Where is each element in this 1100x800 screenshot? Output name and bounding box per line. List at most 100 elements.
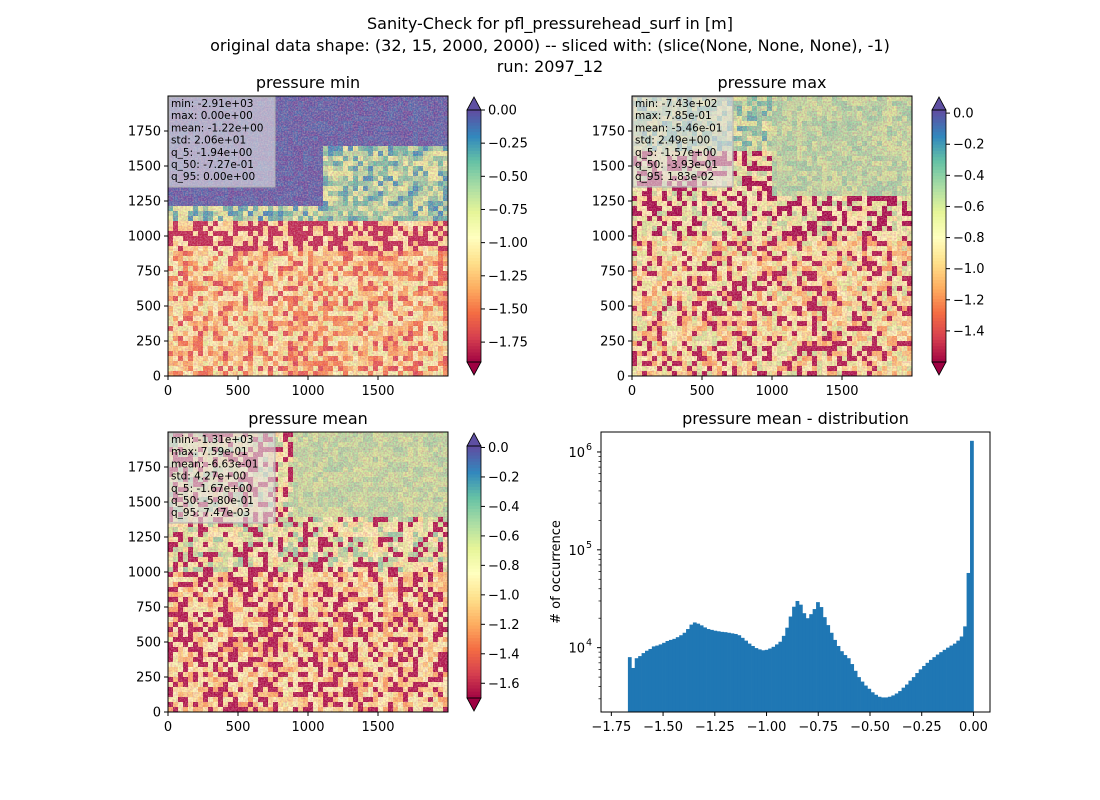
panel-title: pressure max bbox=[717, 73, 826, 92]
colorbar-segment bbox=[467, 204, 481, 209]
colorbar-segment bbox=[467, 138, 481, 142]
y-tick-label: 0 bbox=[153, 370, 161, 385]
colorbar-segment bbox=[467, 135, 481, 139]
colorbar-segment bbox=[467, 239, 481, 243]
colorbar-segment bbox=[467, 179, 481, 183]
colorbar-segment bbox=[467, 232, 481, 237]
colorbar-segment bbox=[467, 327, 481, 331]
colorbar-segment bbox=[467, 169, 481, 174]
colorbar-segment bbox=[467, 336, 481, 341]
colorbar-segment bbox=[467, 346, 481, 350]
colorbar-tick-label: −0.50 bbox=[488, 170, 528, 185]
x-tick-label: 500 bbox=[226, 384, 251, 399]
colorbar-segment bbox=[467, 207, 481, 212]
colorbar-segment bbox=[467, 113, 481, 117]
colorbar-segment bbox=[467, 264, 481, 268]
colorbar-segment bbox=[467, 276, 481, 281]
colorbar-segment bbox=[467, 182, 481, 187]
colorbar-segment bbox=[467, 305, 481, 309]
colorbar-segment bbox=[467, 333, 481, 338]
colorbar-tick-label: −1.50 bbox=[488, 302, 528, 317]
x-tick-label: 0 bbox=[164, 384, 172, 399]
stats-line: q_50: -7.27e-01 bbox=[171, 159, 254, 171]
colorbar-tick-label: −0.75 bbox=[488, 203, 528, 218]
colorbar-segment bbox=[467, 289, 481, 294]
colorbar-segment bbox=[467, 147, 481, 152]
colorbar-segment bbox=[467, 119, 481, 124]
colorbar-segment bbox=[467, 173, 481, 177]
colorbar-segment bbox=[467, 311, 481, 316]
colorbar-segment bbox=[467, 330, 481, 335]
colorbar-segment bbox=[467, 254, 481, 259]
y-tick-label: 1500 bbox=[128, 160, 161, 175]
colorbar-segment bbox=[467, 154, 481, 158]
y-tick-label: 1250 bbox=[128, 195, 161, 210]
colorbar-segment bbox=[467, 201, 481, 205]
y-tick-label: 1000 bbox=[128, 230, 161, 245]
colorbar-tick-label: −0.25 bbox=[488, 137, 528, 152]
stats-line: max: 0.00e+00 bbox=[171, 110, 253, 122]
colorbar-tick-label: −1.25 bbox=[488, 269, 528, 284]
colorbar-segment bbox=[467, 295, 481, 300]
colorbar-tick-label: −1.75 bbox=[488, 336, 528, 351]
colorbar-segment bbox=[467, 280, 481, 284]
colorbar-segment bbox=[467, 267, 481, 272]
colorbar-segment bbox=[467, 317, 481, 322]
stats-line: min: -2.91e+03 bbox=[171, 98, 253, 110]
colorbar-segment bbox=[467, 141, 481, 146]
stats-line: mean: -1.22e+00 bbox=[171, 122, 263, 134]
suptitle: Sanity-Check for pfl_pressurehead_surf i… bbox=[210, 14, 890, 77]
colorbar-segment bbox=[467, 242, 481, 246]
colorbar-segment bbox=[467, 223, 481, 228]
colorbar-segment bbox=[467, 110, 481, 114]
colorbar-segment bbox=[467, 352, 481, 357]
panel-title: pressure min bbox=[256, 73, 360, 92]
y-tick-label: 250 bbox=[136, 335, 161, 350]
colorbar-segment bbox=[467, 270, 481, 275]
colorbar-segment bbox=[467, 213, 481, 218]
colorbar-segment bbox=[467, 314, 481, 319]
colorbar-segment bbox=[467, 302, 481, 306]
colorbar-segment bbox=[467, 358, 481, 363]
colorbar-segment bbox=[467, 128, 481, 133]
stats-line: q_5: -1.94e+00 bbox=[171, 147, 252, 159]
colorbar-segment bbox=[467, 166, 481, 171]
colorbar-segment bbox=[467, 258, 481, 262]
colorbar-segment bbox=[467, 236, 481, 240]
colorbar-segment bbox=[467, 185, 481, 190]
x-tick-label: 1000 bbox=[291, 384, 324, 399]
colorbar-segment bbox=[467, 198, 481, 202]
colorbar-segment bbox=[467, 308, 481, 313]
stats-line: q_95: 0.00e+00 bbox=[171, 171, 255, 183]
colorbar-frame bbox=[466, 109, 482, 363]
colorbar-segment bbox=[467, 343, 481, 347]
colorbar-segment bbox=[467, 321, 481, 325]
colorbar-tick-label: 0.00 bbox=[488, 104, 517, 119]
colorbar-segment bbox=[467, 157, 481, 161]
colorbar-segment bbox=[467, 273, 481, 278]
colorbar: 0.00−0.25−0.50−0.75−1.00−1.25−1.50−1.75 bbox=[466, 96, 528, 376]
colorbar-segment bbox=[467, 132, 481, 136]
colorbar-extend-bottom bbox=[466, 361, 482, 376]
colorbar-segment bbox=[467, 292, 481, 297]
colorbar-segment bbox=[467, 144, 481, 149]
colorbar-segment bbox=[467, 195, 481, 199]
colorbar-segment bbox=[467, 191, 481, 196]
colorbar-segment bbox=[467, 286, 481, 291]
suptitle-line-1: Sanity-Check for pfl_pressurehead_surf i… bbox=[367, 14, 733, 34]
y-tick-label: 1750 bbox=[128, 125, 161, 140]
colorbar-segment bbox=[467, 261, 481, 265]
colorbar-segment bbox=[467, 251, 481, 256]
colorbar-segment bbox=[467, 339, 481, 344]
stats-box-background bbox=[168, 96, 276, 188]
colorbar-segment bbox=[467, 245, 481, 250]
colorbar-segment bbox=[467, 324, 481, 328]
colorbar-segment bbox=[467, 188, 481, 193]
y-tick-label: 750 bbox=[136, 265, 161, 280]
colorbar-segment bbox=[467, 226, 481, 231]
colorbar-segment bbox=[467, 220, 481, 224]
colorbar-segment bbox=[467, 248, 481, 253]
colorbar-segment bbox=[467, 116, 481, 120]
colorbar-segment bbox=[467, 299, 481, 303]
